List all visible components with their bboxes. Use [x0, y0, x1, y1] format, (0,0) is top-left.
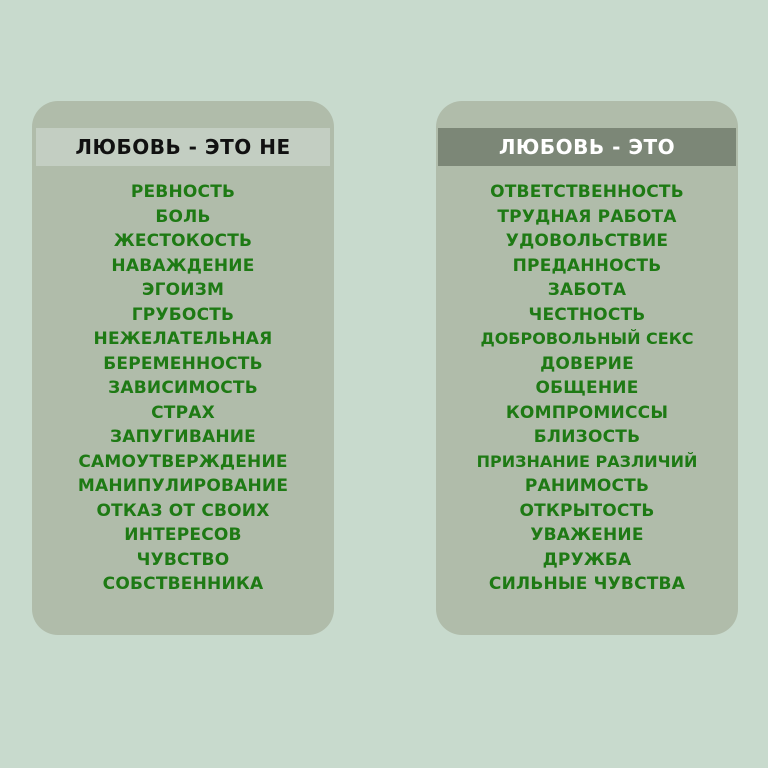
list-item: МАНИПУЛИРОВАНИЕ: [77, 476, 289, 496]
love-is-not-list: РЕВНОСТЬ БОЛЬ ЖЕСТОКОСТЬ НАВАЖДЕНИЕ ЭГОИ…: [32, 180, 334, 597]
list-item: ПРИЗНАНИЕ РАЗЛИЧИЙ: [476, 451, 698, 471]
list-item: ДРУЖБА: [542, 549, 632, 570]
list-item: КОМПРОМИССЫ: [505, 402, 669, 423]
list-item: БЛИЗОСТЬ: [533, 427, 641, 447]
list-item: ЗАВИСИМОСТЬ: [108, 378, 258, 398]
list-item: ЗАПУГИВАНИЕ: [109, 427, 256, 447]
love-is-card: ЛЮБОВЬ - ЭТО ОТВЕТСТВЕННОСТЬ ТРУДНАЯ РАБ…: [436, 101, 738, 635]
list-item: НЕЖЕЛАТЕЛЬНАЯ: [93, 329, 273, 349]
list-item: СТРАХ: [151, 402, 215, 423]
love-is-not-card: ЛЮБОВЬ - ЭТО НЕ РЕВНОСТЬ БОЛЬ ЖЕСТОКОСТЬ…: [32, 101, 334, 635]
list-item: ДОБРОВОЛЬНЫЙ СЕКС: [480, 329, 694, 348]
list-item: ОБЩЕНИЕ: [535, 378, 639, 398]
list-item: БЕРЕМЕННОСТЬ: [103, 353, 263, 374]
list-item: УДОВОЛЬСТВИЕ: [505, 231, 669, 251]
list-item: ОТВЕТСТВЕННОСТЬ: [490, 182, 684, 202]
list-item: ДОВЕРИЕ: [540, 353, 634, 374]
list-item: САМОУТВЕРЖДЕНИЕ: [78, 451, 288, 472]
list-item: ПРЕДАННОСТЬ: [512, 255, 662, 276]
list-item: РАНИМОСТЬ: [524, 476, 650, 496]
list-item: ОТКАЗ ОТ СВОИХ: [96, 500, 270, 521]
list-item: ОТКРЫТОСТЬ: [519, 500, 655, 521]
list-item: ЖЕСТОКОСТЬ: [113, 231, 253, 251]
love-is-not-title: ЛЮБОВЬ - ЭТО НЕ: [36, 128, 330, 166]
list-item: СОБСТВЕННИКА: [102, 574, 264, 594]
love-is-title: ЛЮБОВЬ - ЭТО: [438, 128, 736, 166]
list-item: СИЛЬНЫЕ ЧУВСТВА: [488, 574, 686, 594]
list-item: ТРУДНАЯ РАБОТА: [497, 206, 677, 227]
list-item: ГРУБОСТЬ: [131, 304, 235, 325]
list-item: ЗАБОТА: [547, 280, 627, 300]
list-item: ЧЕСТНОСТЬ: [528, 304, 646, 325]
list-item: ИНТЕРЕСОВ: [124, 525, 242, 545]
list-item: ЭГОИЗМ: [141, 280, 225, 300]
list-item: УВАЖЕНИЕ: [530, 525, 644, 545]
list-item: ЧУВСТВО: [136, 549, 230, 570]
list-item: НАВАЖДЕНИЕ: [111, 255, 255, 276]
love-is-list: ОТВЕТСТВЕННОСТЬ ТРУДНАЯ РАБОТА УДОВОЛЬСТ…: [436, 180, 738, 597]
list-item: РЕВНОСТЬ: [130, 182, 236, 202]
list-item: БОЛЬ: [155, 206, 211, 227]
